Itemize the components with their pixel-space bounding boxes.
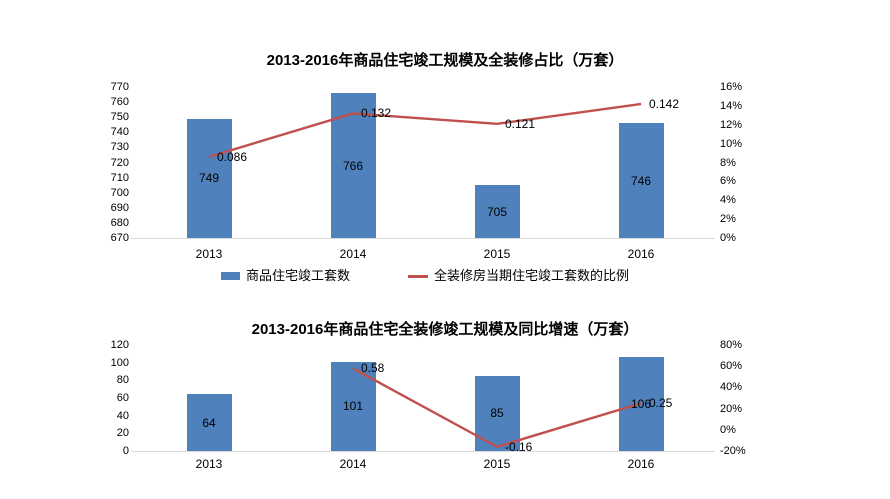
- left-axis-tick-label: 40: [116, 409, 129, 422]
- x-axis-category-label: 2014: [339, 457, 367, 471]
- x-axis-line: [131, 451, 715, 452]
- left-axis-tick-label: 80: [116, 374, 129, 387]
- legend-item-bar-series: 商品住宅竣工套数: [220, 268, 350, 284]
- bar-value-label: 101: [342, 399, 364, 414]
- x-axis-category-label: 2013: [195, 247, 223, 261]
- left-axis-tick-label: 770: [110, 81, 129, 93]
- x-axis-category-label: 2013: [195, 457, 223, 471]
- legend-item-line-series: 全装修房当期住宅竣工套数的比例: [408, 268, 629, 284]
- right-axis-tick-label: 60%: [720, 360, 743, 373]
- left-axis-tick-label: 60: [116, 392, 129, 404]
- left-axis-tick-label: 760: [110, 96, 129, 109]
- right-axis-tick-label: 2%: [720, 213, 736, 226]
- left-axis-tick-label: 720: [110, 156, 129, 169]
- right-axis-tick-label: 6%: [720, 175, 736, 188]
- right-axis-tick-label: 16%: [720, 81, 743, 93]
- x-axis-line: [131, 238, 715, 239]
- line-series-swatch-icon: [408, 274, 428, 278]
- line-value-label: 0.086: [217, 149, 248, 164]
- bar-value-label: 749: [198, 171, 220, 186]
- bar-series-swatch-icon: [220, 272, 240, 280]
- bar-value-label: 64: [202, 415, 216, 430]
- left-axis-tick-label: 710: [110, 171, 129, 184]
- line-value-label: 0.132: [361, 106, 392, 121]
- right-axis-tick-label: 12%: [720, 118, 743, 131]
- bar: [186, 394, 232, 451]
- right-axis-tick-label: 4%: [720, 194, 736, 207]
- bar-value-label: 746: [630, 173, 652, 188]
- right-axis-tick-label: 0%: [720, 232, 736, 244]
- left-axis-tick-label: 680: [110, 216, 129, 229]
- left-axis-tick-label: 20: [116, 427, 129, 440]
- bar-value-label: 766: [342, 158, 364, 173]
- x-axis-category-label: 2015: [483, 247, 511, 261]
- bottom-chart-title: 2013-2016年商品住宅全装修竣工规模及同比增速（万套）: [251, 321, 639, 338]
- x-axis-category-label: 2015: [483, 457, 511, 471]
- right-axis-tick-label: 8%: [720, 156, 736, 169]
- right-axis-tick-label: 0%: [720, 423, 736, 436]
- bar-value-label: 705: [486, 204, 508, 219]
- x-axis-category-label: 2016: [627, 457, 655, 471]
- left-axis-tick-label: 740: [110, 126, 129, 139]
- bar-value-label: 106: [630, 397, 652, 412]
- left-axis-tick-label: 690: [110, 201, 129, 214]
- top-chart-title: 2013-2016年商品住宅竣工规模及全装修占比（万套）: [266, 52, 624, 69]
- left-axis-tick-label: 750: [110, 111, 129, 124]
- line-value-label: 0.58: [361, 361, 385, 376]
- right-axis-tick-label: 10%: [720, 137, 743, 150]
- right-axis-tick-label: 14%: [720, 99, 743, 112]
- bar: [474, 185, 520, 238]
- legend-line-label: 全装修房当期住宅竣工套数的比例: [434, 268, 630, 283]
- left-axis-tick-label: 100: [110, 356, 129, 369]
- right-axis-tick-label: -20%: [720, 445, 746, 457]
- left-axis-tick-label: 0: [122, 445, 129, 457]
- trend-line-path: [208, 102, 642, 158]
- bar-value-label: 85: [490, 406, 504, 421]
- right-axis-tick-label: 20%: [720, 402, 743, 415]
- right-axis-tick-label: 40%: [720, 381, 743, 394]
- left-axis-tick-label: 670: [110, 232, 129, 244]
- line-value-label: 0.142: [649, 96, 680, 111]
- top-chart-legend: 商品住宅竣工套数 全装修房当期住宅竣工套数的比例: [137, 266, 713, 286]
- line-value-label: -0.16: [505, 439, 533, 454]
- line-value-label: 0.25: [649, 396, 673, 411]
- right-axis-tick-label: 80%: [720, 339, 743, 351]
- left-axis-tick-label: 120: [110, 339, 129, 351]
- line-value-label: 0.121: [505, 116, 536, 131]
- x-axis-category-label: 2016: [627, 247, 655, 261]
- legend-bar-label: 商品住宅竣工套数: [245, 268, 350, 283]
- left-axis-tick-label: 700: [110, 186, 129, 199]
- x-axis-category-label: 2014: [339, 247, 367, 261]
- left-axis-tick-label: 730: [110, 141, 129, 154]
